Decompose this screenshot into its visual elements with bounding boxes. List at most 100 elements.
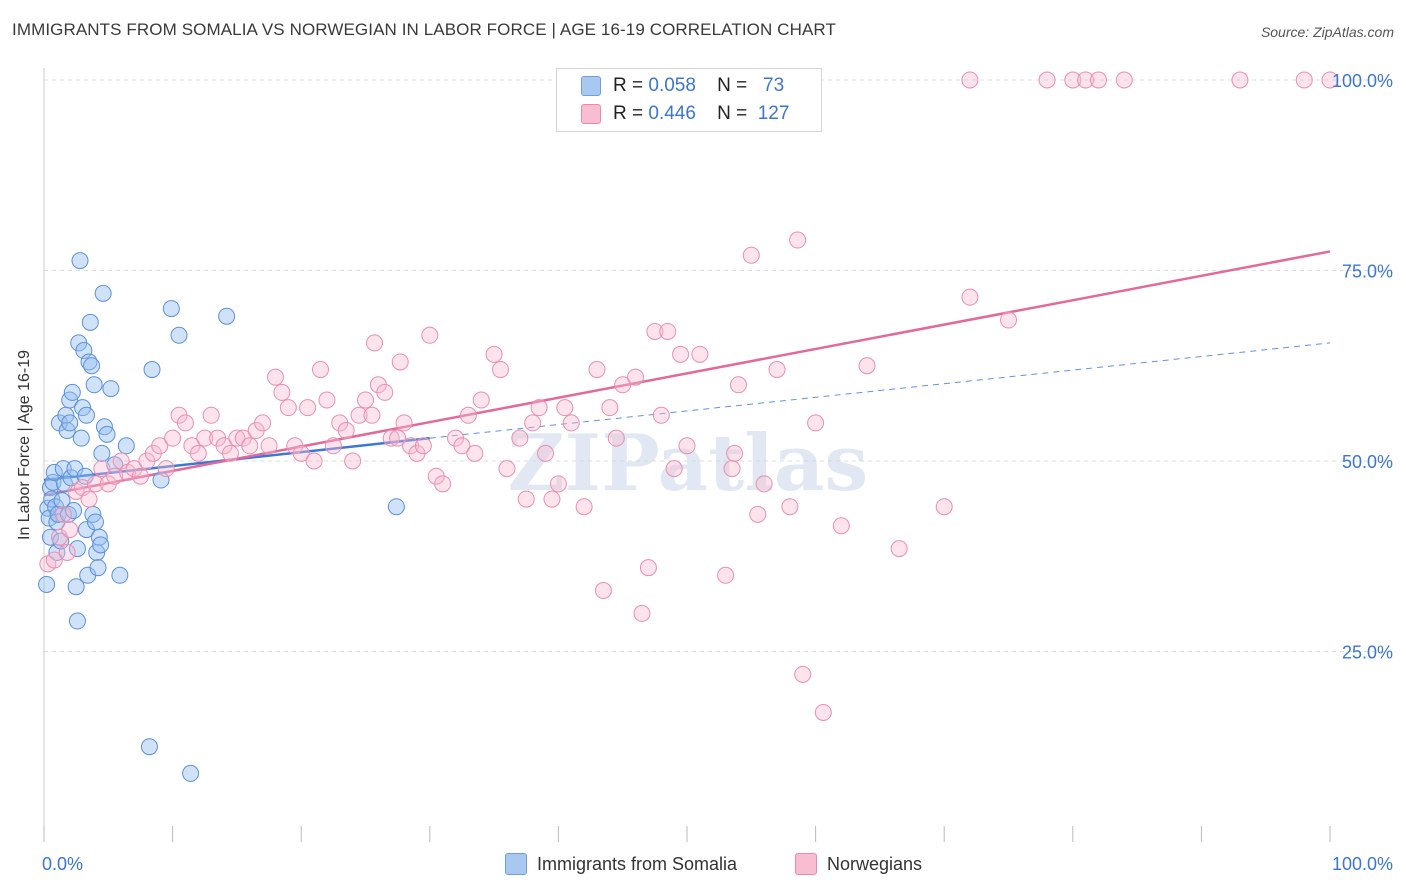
- point-somalia: [111, 566, 129, 584]
- point-norwegian: [86, 475, 104, 493]
- point-norwegian: [556, 399, 574, 417]
- trendline-norwegian: [43, 250, 1331, 497]
- point-norwegian: [260, 437, 278, 455]
- y-tick-label: 25.0%: [1342, 643, 1393, 663]
- bottom-legend-swatch-norwegian: [795, 853, 817, 875]
- point-somalia: [38, 575, 56, 593]
- point-somalia: [98, 425, 116, 443]
- point-norwegian: [266, 368, 284, 386]
- point-norwegian: [755, 475, 773, 493]
- y-axis-label: In Labor Force | Age 16-19: [16, 349, 33, 540]
- point-norwegian: [781, 498, 799, 516]
- point-norwegian: [366, 334, 384, 352]
- point-norwegian: [131, 467, 149, 485]
- point-somalia: [41, 528, 59, 546]
- point-norwegian: [633, 604, 651, 622]
- point-norwegian: [202, 406, 220, 424]
- point-norwegian: [151, 437, 169, 455]
- point-norwegian: [1038, 71, 1056, 89]
- point-somalia: [89, 559, 107, 577]
- point-norwegian: [768, 361, 786, 379]
- point-norwegian: [614, 376, 632, 394]
- point-norwegian: [106, 467, 124, 485]
- point-norwegian: [665, 460, 683, 478]
- point-norwegian: [1064, 71, 1082, 89]
- point-norwegian: [324, 437, 342, 455]
- legend-n-label: N =: [717, 75, 748, 96]
- legend-r-value-norwegian: 0.446: [648, 103, 696, 124]
- point-norwegian: [221, 444, 239, 462]
- bottom-legend-label-somalia: Immigrants from Somalia: [537, 853, 738, 874]
- stats-legend: R = 0.058 N = 73 R = 0.446 N = 127: [556, 68, 822, 132]
- point-norwegian: [672, 345, 690, 363]
- point-somalia: [71, 252, 89, 270]
- point-norwegian: [562, 414, 580, 432]
- legend-swatch-norwegian: [581, 104, 601, 124]
- point-somalia: [72, 429, 90, 447]
- point-norwegian: [511, 429, 529, 447]
- point-norwegian: [858, 357, 876, 375]
- legend-r-value-somalia: 0.058: [648, 75, 696, 96]
- point-norwegian: [691, 345, 709, 363]
- point-somalia: [387, 498, 405, 516]
- point-somalia: [162, 300, 180, 318]
- point-norwegian: [601, 399, 619, 417]
- point-norwegian: [363, 406, 381, 424]
- point-norwegian: [1000, 311, 1017, 329]
- point-norwegian: [814, 703, 832, 721]
- point-norwegian: [749, 505, 767, 523]
- x-tick-label: 100.0%: [1332, 854, 1393, 874]
- bottom-legend-norwegian: Norwegians: [795, 852, 922, 876]
- point-somalia: [61, 414, 79, 432]
- point-norwegian: [659, 322, 677, 340]
- point-norwegian: [1321, 71, 1339, 89]
- point-norwegian: [273, 383, 291, 401]
- point-norwegian: [726, 444, 744, 462]
- point-somalia: [143, 361, 161, 379]
- legend-r-label: R =: [613, 103, 644, 124]
- source-credit: Source: ZipAtlas.com: [1260, 24, 1394, 40]
- point-norwegian: [80, 490, 98, 508]
- point-somalia: [140, 738, 158, 756]
- point-somalia: [65, 502, 83, 520]
- point-somalia: [182, 764, 200, 782]
- point-norwegian: [391, 353, 409, 371]
- point-norwegian: [292, 444, 310, 462]
- point-norwegian: [164, 429, 182, 447]
- point-norwegian: [459, 406, 477, 424]
- bottom-legend-swatch-somalia: [505, 853, 527, 875]
- point-somalia: [117, 437, 135, 455]
- trendline-extension-somalia: [429, 342, 1331, 439]
- legend-n-label: N =: [717, 103, 748, 124]
- point-norwegian: [54, 505, 72, 523]
- point-norwegian: [311, 361, 329, 379]
- point-norwegian: [453, 437, 471, 455]
- point-norwegian: [299, 399, 317, 417]
- point-norwegian: [189, 444, 207, 462]
- point-norwegian: [639, 559, 657, 577]
- legend-r-label: R =: [613, 75, 644, 96]
- point-somalia: [93, 444, 111, 462]
- bottom-legend-label-norwegian: Norwegians: [827, 853, 923, 874]
- point-norwegian: [318, 391, 336, 409]
- point-norwegian: [357, 391, 374, 409]
- point-somalia: [68, 540, 86, 558]
- point-norwegian: [723, 460, 741, 478]
- point-norwegian: [344, 452, 362, 470]
- point-norwegian: [434, 475, 452, 493]
- point-norwegian: [588, 361, 606, 379]
- point-norwegian: [382, 429, 400, 447]
- point-norwegian: [890, 540, 908, 558]
- legend-swatch-somalia: [581, 76, 601, 96]
- point-norwegian: [729, 376, 747, 394]
- point-norwegian: [466, 444, 484, 462]
- point-norwegian: [517, 490, 535, 508]
- point-norwegian: [627, 368, 645, 386]
- chart-title: IMMIGRANTS FROM SOMALIA VS NORWEGIAN IN …: [12, 20, 836, 39]
- y-tick-label: 100.0%: [1332, 71, 1393, 91]
- point-somalia: [86, 513, 104, 531]
- point-norwegian: [395, 414, 413, 432]
- point-norwegian: [376, 383, 394, 401]
- point-norwegian: [530, 399, 548, 417]
- point-norwegian: [485, 345, 503, 363]
